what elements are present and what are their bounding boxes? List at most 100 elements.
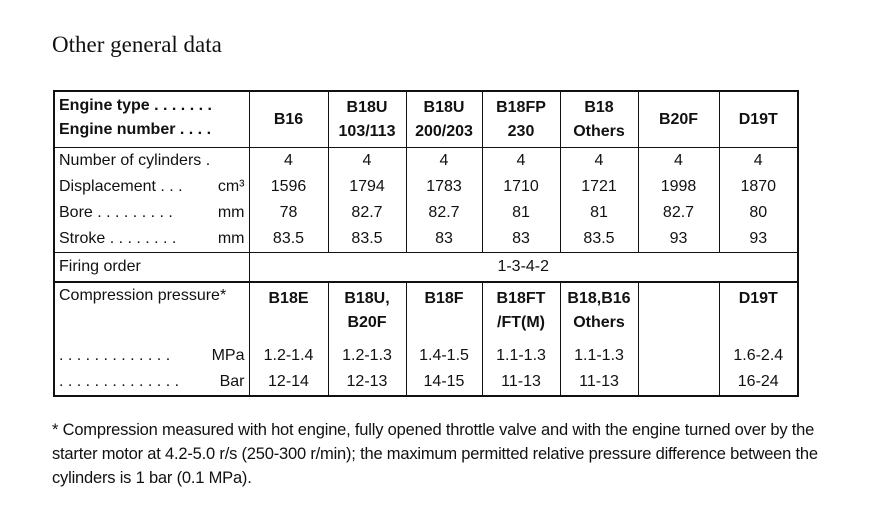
cell-line: B18F (424, 290, 464, 307)
cell: 93 (637, 226, 719, 253)
row-label: Displacement . . . cm³ (54, 174, 250, 200)
cell: 1710 (481, 174, 560, 200)
cell: 83.5 (248, 226, 328, 253)
cell: 4 (405, 147, 482, 174)
cell: 4 (327, 147, 406, 174)
compression-header: Compression pressure* B18E B18U, B20F B18F B1… (54, 282, 798, 343)
cell: 12-13 (327, 369, 406, 396)
cell: 1.1-1.3 (481, 343, 560, 369)
column-header: B18U, B20F (327, 282, 406, 343)
cell: 80 (718, 200, 798, 226)
cell: 4 (559, 147, 638, 174)
column-header: B20F (637, 91, 719, 148)
unit: mm (217, 204, 245, 221)
label-text: Bore . . . . . . . . . (59, 204, 173, 221)
data-row: Bore . . . . . . . . . mm 78 82.7 82.7 81 81 82… (54, 200, 798, 226)
column-header: B18F (405, 282, 482, 343)
unit: MPa (211, 347, 245, 364)
cell: 1.2-1.4 (248, 343, 328, 369)
header-label: Engine type . . . . . . . Engine number .… (54, 91, 250, 148)
cell: 1783 (405, 174, 482, 200)
cell: 83 (405, 226, 482, 253)
cell-line: Engine number . . . . (59, 121, 212, 138)
cell-line: B18U (346, 98, 388, 116)
page-title: Other general data (52, 32, 222, 57)
cell: 82.7 (327, 200, 406, 226)
compression-row: . . . . . . . . . . . . . MPa 1.2-1.4 1.2-1… (54, 343, 798, 369)
label-text: Displacement . . . (59, 178, 183, 195)
cell (637, 369, 719, 396)
cell: 83.5 (327, 226, 406, 253)
row-label: Firing order (54, 252, 250, 283)
label-text: . . . . . . . . . . . . . . (59, 373, 180, 390)
cell: 14-15 (405, 369, 482, 396)
cell-line: B18U (423, 98, 465, 116)
cell-line: B20F (658, 110, 699, 128)
cell-line: B18FT (496, 290, 546, 307)
cell: 83.5 (559, 226, 638, 253)
cell: 1998 (637, 174, 719, 200)
label-text: . . . . . . . . . . . . . (59, 347, 171, 364)
footnote: * Compression measured with hot engine, … (52, 421, 818, 487)
cell: 83 (481, 226, 560, 253)
firing-row: Firing order 1-3-4-2 (54, 252, 798, 283)
row-label: Stroke . . . . . . . . mm (54, 226, 250, 253)
cell: 1.2-1.3 (327, 343, 406, 369)
unit: Bar (219, 373, 245, 390)
data-row: Stroke . . . . . . . . mm 83.5 83.5 83 83 83.5… (54, 226, 798, 253)
cell: 11-13 (559, 369, 638, 396)
cell-line: 200/203 (415, 122, 473, 140)
column-header: B18 Others (559, 91, 638, 148)
cell: 1596 (248, 174, 328, 200)
column-header: B18U 103/113 (327, 91, 406, 148)
cell: 4 (637, 147, 719, 174)
label-wrap: . . . . . . . . . . . . . MPa (59, 347, 245, 365)
cell-line: B18E (268, 290, 309, 307)
cell-line: D19T (738, 290, 778, 307)
cell: 1-3-4-2 (249, 252, 798, 283)
cell: 1.6-2.4 (718, 343, 798, 369)
cell-line: B20F (347, 314, 387, 331)
column-header: B18,B16 Others (559, 282, 638, 343)
cell-line: B18,B16 (567, 290, 631, 307)
spec-table: Engine type . . . . . . . Engine number .… (53, 90, 799, 397)
cell: 12-14 (248, 369, 328, 396)
cell: 1721 (559, 174, 638, 200)
row-label: Compression pressure* (54, 282, 250, 343)
unit: mm (217, 230, 245, 247)
column-header: B16 (248, 91, 328, 148)
cell: 78 (248, 200, 328, 226)
label-wrap: Bore . . . . . . . . . mm (59, 204, 245, 222)
cell: 81 (481, 200, 560, 226)
cell-line: B18FP (496, 98, 546, 116)
cell-line: Others (573, 122, 625, 140)
cell: 4 (718, 147, 798, 174)
cell: 82.7 (637, 200, 719, 226)
cell-line: Engine type . . . . . . . (59, 97, 212, 114)
cell: 1.4-1.5 (405, 343, 482, 369)
cell-line: 103/113 (338, 122, 396, 140)
cell: 4 (481, 147, 560, 174)
column-header: D19T (718, 91, 798, 148)
column-header: B18U 200/203 (405, 91, 482, 148)
label-text: Compression pressure* (59, 287, 227, 304)
cell: 16-24 (718, 369, 798, 396)
cell: 1794 (327, 174, 406, 200)
column-header: B18FT/FT(M) (481, 282, 560, 343)
table-body: Engine type . . . . . . . Engine number .… (54, 91, 798, 396)
cell: 11-13 (481, 369, 560, 396)
header-row: Engine type . . . . . . . Engine number .… (54, 91, 798, 148)
column-header: B18E (248, 282, 328, 343)
cell: 1.1-1.3 (559, 343, 638, 369)
cell: 4 (248, 147, 328, 174)
label-text: Stroke . . . . . . . . (59, 230, 177, 247)
row-label: Bore . . . . . . . . . mm (54, 200, 250, 226)
label-text: Number of cylinders . (59, 152, 211, 169)
cell-line: D19T (738, 110, 778, 128)
cell: 93 (718, 226, 798, 253)
cell-line: Others (573, 314, 625, 331)
column-header (637, 282, 719, 343)
column-header: B18FP 230 (481, 91, 560, 148)
